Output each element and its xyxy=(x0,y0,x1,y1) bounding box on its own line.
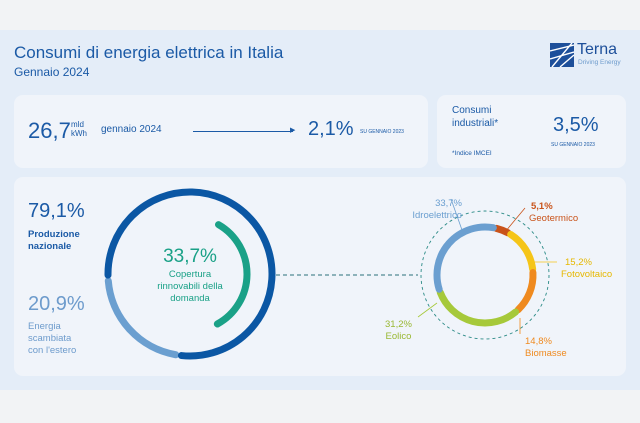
mix-card xyxy=(14,177,626,376)
hydro-name: Idroelettrico xyxy=(412,210,462,221)
import-desc-2: scambiata xyxy=(28,333,72,344)
wind-name: Eolico xyxy=(385,331,412,342)
consumption-change-ref: SU GENNAIO 2023 xyxy=(360,129,404,135)
dashed-circle xyxy=(420,210,550,340)
terna-logo-icon xyxy=(550,43,574,67)
industrial-note: *Indice IMCEI xyxy=(452,150,492,157)
domestic-desc-1: Produzione xyxy=(28,229,80,240)
arrow-line xyxy=(193,131,293,132)
consumption-value: 26,7 xyxy=(28,118,71,143)
geo-value: 5,1% xyxy=(531,201,553,212)
bio-value: 14,8% xyxy=(525,336,552,347)
page-subtitle: Gennaio 2024 xyxy=(14,65,90,79)
renewables-desc-1: Copertura xyxy=(168,269,212,280)
arc-idroelettrico xyxy=(433,223,497,293)
pv-value: 15,2% xyxy=(565,257,592,268)
hydro-value: 33,7% xyxy=(435,198,462,209)
label-wind: 31,2% Eolico xyxy=(385,319,412,343)
renewables-desc: Copertura rinnovabili della domanda xyxy=(130,269,250,305)
industrial-change-ref: SU GENNAIO 2023 xyxy=(551,142,595,148)
renewables-desc-2: rinnovabili della xyxy=(157,281,223,292)
domestic-value: 79,1% xyxy=(28,200,85,222)
unit-bottom: kWh xyxy=(71,129,87,138)
import-value: 20,9% xyxy=(28,293,85,315)
domestic-desc-2: nazionale xyxy=(28,241,72,252)
label-geo: 5,1% Geotermico xyxy=(529,201,579,225)
import-arc xyxy=(104,277,180,359)
renewables-desc-3: domanda xyxy=(170,293,210,304)
label-bio: 14,8% Biomasse xyxy=(525,336,567,360)
consumption-period: gennaio 2024 xyxy=(101,124,162,135)
label-pv: 15,2% Fotovoltaico xyxy=(561,257,612,281)
domestic-desc: Produzione nazionale xyxy=(28,229,80,253)
arc-fotovoltaico xyxy=(507,230,537,273)
import-desc-1: Energia xyxy=(28,321,61,332)
renewables-value: 33,7% xyxy=(163,246,217,267)
consumption-unit: mld kWh xyxy=(71,120,87,138)
geo-name: Geotermico xyxy=(529,213,579,224)
arrow-head-icon: ▶ xyxy=(290,127,296,134)
terna-logo: Terna Driving Energy xyxy=(550,41,628,71)
industrial-card xyxy=(437,95,626,168)
domestic-arc xyxy=(104,188,276,360)
industrial-change: 3,5% xyxy=(553,114,599,136)
industrial-label-1: Consumi xyxy=(452,105,492,116)
arc-eolico xyxy=(436,288,520,327)
industrial-label: Consumi industriali* xyxy=(452,104,498,130)
import-desc-3: con l'estero xyxy=(28,345,77,356)
consumption-change: 2,1% xyxy=(308,118,354,140)
pv-name: Fotovoltaico xyxy=(561,269,613,280)
page-title: Consumi di energia elettrica in Italia xyxy=(14,43,284,62)
logo-name: Terna xyxy=(577,41,618,58)
industrial-label-2: industriali* xyxy=(452,118,499,129)
unit-top: mld xyxy=(71,120,84,129)
label-hydro: 33,7% Idroelettrico xyxy=(402,198,462,222)
renewables-arc xyxy=(213,221,251,328)
leader-lines xyxy=(417,198,557,334)
wind-value: 31,2% xyxy=(385,319,412,330)
arc-biomasse xyxy=(514,269,537,314)
logo-tagline: Driving Energy xyxy=(578,59,621,66)
import-desc: Energia scambiata con l'estero xyxy=(28,321,76,357)
bio-name: Biomasse xyxy=(525,348,567,359)
